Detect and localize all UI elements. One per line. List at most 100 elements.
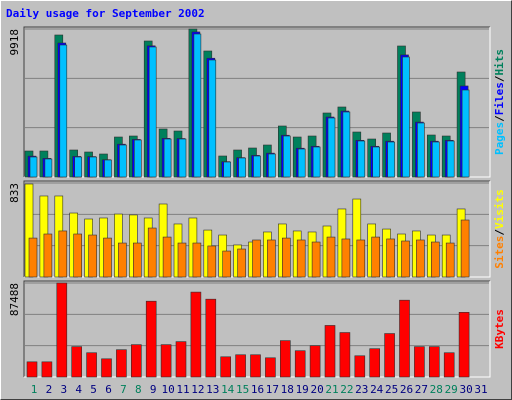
x-tick-label: 17 bbox=[266, 383, 279, 396]
bar bbox=[119, 144, 127, 178]
panel-border bbox=[23, 180, 490, 277]
bar bbox=[178, 138, 187, 178]
bar bbox=[371, 236, 381, 278]
bar bbox=[265, 357, 276, 378]
chart-title: Daily usage for September 2002 bbox=[6, 7, 205, 20]
bar bbox=[311, 241, 321, 278]
bar bbox=[88, 234, 97, 278]
bar bbox=[190, 291, 202, 378]
bar bbox=[71, 346, 82, 378]
panel-border bbox=[23, 26, 490, 177]
bar bbox=[324, 325, 336, 378]
bar bbox=[326, 236, 336, 278]
bar bbox=[253, 155, 261, 178]
bar bbox=[339, 332, 351, 378]
bar bbox=[74, 156, 82, 178]
x-tick-label: 25 bbox=[385, 383, 398, 396]
bar bbox=[401, 240, 410, 278]
bar bbox=[384, 333, 395, 378]
x-tick-label: 1 bbox=[31, 383, 38, 396]
bar bbox=[461, 89, 470, 178]
bar bbox=[56, 282, 68, 378]
bar bbox=[267, 239, 276, 278]
bar bbox=[443, 352, 455, 378]
bar bbox=[147, 227, 157, 278]
x-tick-label: 6 bbox=[105, 383, 112, 396]
bar bbox=[282, 135, 291, 178]
bar bbox=[296, 239, 306, 278]
bar bbox=[220, 356, 231, 378]
x-tick-label: 16 bbox=[251, 383, 264, 396]
legend-entry: Visits bbox=[493, 189, 506, 229]
bar bbox=[103, 237, 112, 278]
x-tick-label: 13 bbox=[206, 383, 219, 396]
bar bbox=[134, 139, 142, 178]
bar bbox=[28, 237, 38, 278]
legend: KBytes bbox=[493, 309, 506, 349]
bar bbox=[73, 233, 82, 278]
bar bbox=[252, 239, 261, 278]
bar bbox=[414, 346, 425, 378]
bar bbox=[145, 300, 157, 378]
bar bbox=[43, 233, 53, 278]
x-tick-label: 14 bbox=[221, 383, 235, 396]
legend-separator: / bbox=[493, 75, 506, 82]
bar bbox=[387, 141, 395, 178]
bar bbox=[428, 346, 440, 378]
bar bbox=[342, 111, 351, 178]
bar bbox=[59, 44, 68, 178]
x-tick-label: 5 bbox=[90, 383, 97, 396]
y-tick-label: 87488 bbox=[8, 283, 21, 316]
y-tick-label: 9918 bbox=[8, 29, 21, 56]
bar bbox=[86, 352, 97, 378]
bar bbox=[162, 236, 172, 278]
bar bbox=[369, 348, 381, 378]
bar bbox=[416, 239, 425, 278]
x-tick-label: 18 bbox=[281, 383, 294, 396]
bar bbox=[160, 344, 172, 378]
x-tick-label: 22 bbox=[340, 383, 353, 396]
bar bbox=[294, 350, 306, 378]
x-tick-label: 8 bbox=[135, 383, 142, 396]
x-tick-label: 12 bbox=[191, 383, 204, 396]
y-tick-label: 833 bbox=[8, 183, 21, 203]
bar bbox=[281, 237, 291, 278]
bar bbox=[356, 239, 366, 278]
bar bbox=[237, 248, 246, 278]
x-tick-label: 28 bbox=[430, 383, 443, 396]
bar bbox=[297, 148, 306, 178]
bar bbox=[131, 344, 142, 378]
legend-separator: / bbox=[493, 115, 506, 122]
legend-entry: Pages bbox=[493, 122, 506, 155]
bar bbox=[327, 117, 336, 178]
x-tick-label: 31 bbox=[474, 383, 487, 396]
bar bbox=[177, 242, 187, 278]
legend-entry: KBytes bbox=[493, 309, 506, 349]
bar bbox=[431, 141, 440, 178]
legend-entry: Hits bbox=[493, 49, 506, 76]
bar bbox=[458, 312, 470, 378]
bar bbox=[58, 230, 68, 278]
legend: Sites/Visits bbox=[493, 189, 506, 269]
bar bbox=[118, 242, 127, 278]
bar bbox=[399, 299, 410, 378]
bar bbox=[354, 355, 366, 378]
x-tick-label: 27 bbox=[415, 383, 428, 396]
bar bbox=[207, 245, 217, 278]
bar bbox=[208, 59, 217, 178]
bar bbox=[445, 242, 455, 278]
bar bbox=[205, 298, 217, 378]
bar bbox=[222, 250, 231, 278]
bar bbox=[430, 241, 440, 278]
x-tick-label: 9 bbox=[150, 383, 157, 396]
bar bbox=[309, 345, 321, 378]
legend-entry: Files bbox=[493, 82, 506, 115]
bar bbox=[44, 158, 53, 178]
x-tick-label: 4 bbox=[75, 383, 82, 396]
x-tick-label: 2 bbox=[46, 383, 53, 396]
bar bbox=[89, 156, 97, 178]
bar bbox=[235, 354, 246, 378]
bar bbox=[104, 159, 112, 178]
legend: Pages/Files/Hits bbox=[493, 49, 506, 155]
